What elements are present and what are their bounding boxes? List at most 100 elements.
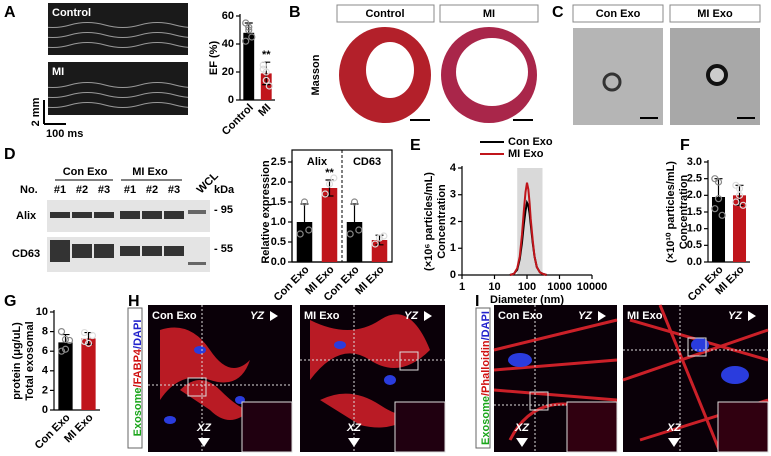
row-label: Masson: [310, 54, 322, 95]
data-point: [739, 201, 747, 209]
image-label: MI Exo: [627, 310, 663, 322]
y-tick-label: 3: [450, 189, 456, 201]
data-point: [321, 190, 329, 198]
column-header: Con Exo: [596, 8, 641, 20]
data-point: [248, 33, 256, 41]
view-label: YZ: [728, 310, 743, 322]
stain-label: Exosome/Phalloidin/DAPI: [480, 311, 492, 445]
panel-letter: D: [4, 146, 16, 163]
y-tick-label: 3.0: [687, 156, 702, 168]
y-axis-label: Total exosomal: [24, 321, 36, 400]
lane-label: #1: [124, 184, 136, 196]
stain: Exosome: [480, 396, 492, 445]
scale-label: 100 ms: [46, 128, 83, 140]
data-point: [371, 240, 379, 248]
lumen: [456, 38, 528, 106]
y-tick-label: 0.5: [271, 236, 286, 248]
lumen: [366, 42, 414, 98]
data-point: [346, 230, 354, 238]
header-box: [439, 4, 539, 23]
header-box: [669, 4, 761, 23]
lane-label: #2: [76, 184, 88, 196]
y-axis-label: (×10¹⁰ particles/mL): [665, 161, 677, 263]
panel-h: Exosome/FABP4/DAPI Con Exo MI Exo YZ YZ …: [127, 305, 446, 453]
lane-header: No.: [20, 184, 38, 196]
bar: [371, 240, 388, 262]
image-label: Control: [52, 7, 91, 19]
data-point: [305, 226, 313, 234]
group-label: Alix: [307, 156, 328, 168]
lane-label: #2: [146, 184, 158, 196]
y-axis-label: (×10⁶ particles/mL): [423, 172, 435, 271]
size-unit: kDa: [214, 184, 235, 196]
y-tick-label: 0.0: [687, 256, 702, 268]
y-tick-label: 0.5: [687, 239, 702, 251]
y-tick-label: 1: [450, 242, 456, 254]
data-point: [718, 211, 726, 219]
column-header: MI: [483, 8, 495, 20]
x-tick-label: 1000: [547, 281, 571, 293]
data-point: [714, 195, 723, 203]
lane-label: #3: [168, 184, 180, 196]
y-tick-label: 40: [222, 38, 234, 50]
bar: [81, 338, 96, 410]
exosome: [706, 64, 728, 86]
stain: Exosome: [132, 387, 144, 436]
data-point: [735, 191, 744, 199]
data-point: [732, 198, 740, 206]
data-point: [88, 331, 97, 340]
stain-label: Exosome/FABP4/DAPI: [132, 320, 144, 437]
view-label: YZ: [250, 310, 265, 322]
y-tick-label: 4: [450, 162, 457, 174]
data-point: [61, 345, 70, 353]
x-tick-label: 100: [518, 281, 536, 293]
y-axis-label: Relative expression: [260, 160, 272, 264]
x-tick-label: 1: [459, 281, 465, 293]
row-label: CD63: [12, 248, 40, 260]
bar: [296, 222, 313, 262]
y-tick-label: 6: [42, 345, 48, 357]
panel-letters: A B C D E F G H I: [4, 4, 690, 310]
data-point: [350, 198, 359, 206]
echo-trace: [48, 20, 188, 50]
legend-label: Con Exo: [508, 136, 553, 148]
view-label: XZ: [346, 422, 362, 434]
y-tick-label: 1.5: [271, 196, 286, 208]
lane-label: #1: [54, 184, 66, 196]
image-label: MI: [52, 66, 64, 78]
bar: [58, 342, 73, 410]
group-label: MI Exo: [132, 166, 168, 178]
overlays: [494, 305, 769, 453]
y-tick-label: 2: [42, 384, 48, 396]
image-label: Con Exo: [152, 310, 197, 322]
x-tick-label: 10: [488, 281, 500, 293]
data-point: [265, 82, 273, 90]
image-label: MI Exo: [304, 310, 340, 322]
panel-letter: A: [4, 4, 16, 21]
y-axis-label: Concentration: [436, 184, 448, 259]
group-label: Con Exo: [63, 166, 108, 178]
y-axis-label: protein (μg/uL): [11, 322, 23, 400]
y-tick-label: 20: [222, 66, 234, 78]
data-point: [242, 37, 250, 45]
western-blot: Con Exo MI Exo No. #1 #2 #3 #1 #2 #3 WCL…: [12, 166, 235, 272]
y-tick-label: 0.0: [271, 256, 286, 268]
view-label: YZ: [404, 310, 419, 322]
y-tick-label: 4: [42, 365, 49, 377]
data-point: [57, 328, 66, 336]
data-point: [80, 328, 89, 337]
stain: /Phalloidin: [480, 340, 492, 396]
data-point: [80, 337, 89, 345]
view-label: XZ: [196, 422, 212, 434]
panel-letter: F: [680, 137, 690, 154]
y-tick-label: 2.5: [271, 156, 286, 168]
data-point: [65, 336, 74, 345]
data-point: [259, 61, 267, 69]
bar: [346, 222, 363, 262]
label-box: [475, 307, 491, 449]
view-label: XZ: [666, 422, 682, 434]
view-arrows: [198, 311, 432, 447]
data-point: [355, 226, 363, 234]
phalloidin-signal: [493, 304, 769, 453]
y-tick-label: 1.0: [271, 216, 286, 228]
